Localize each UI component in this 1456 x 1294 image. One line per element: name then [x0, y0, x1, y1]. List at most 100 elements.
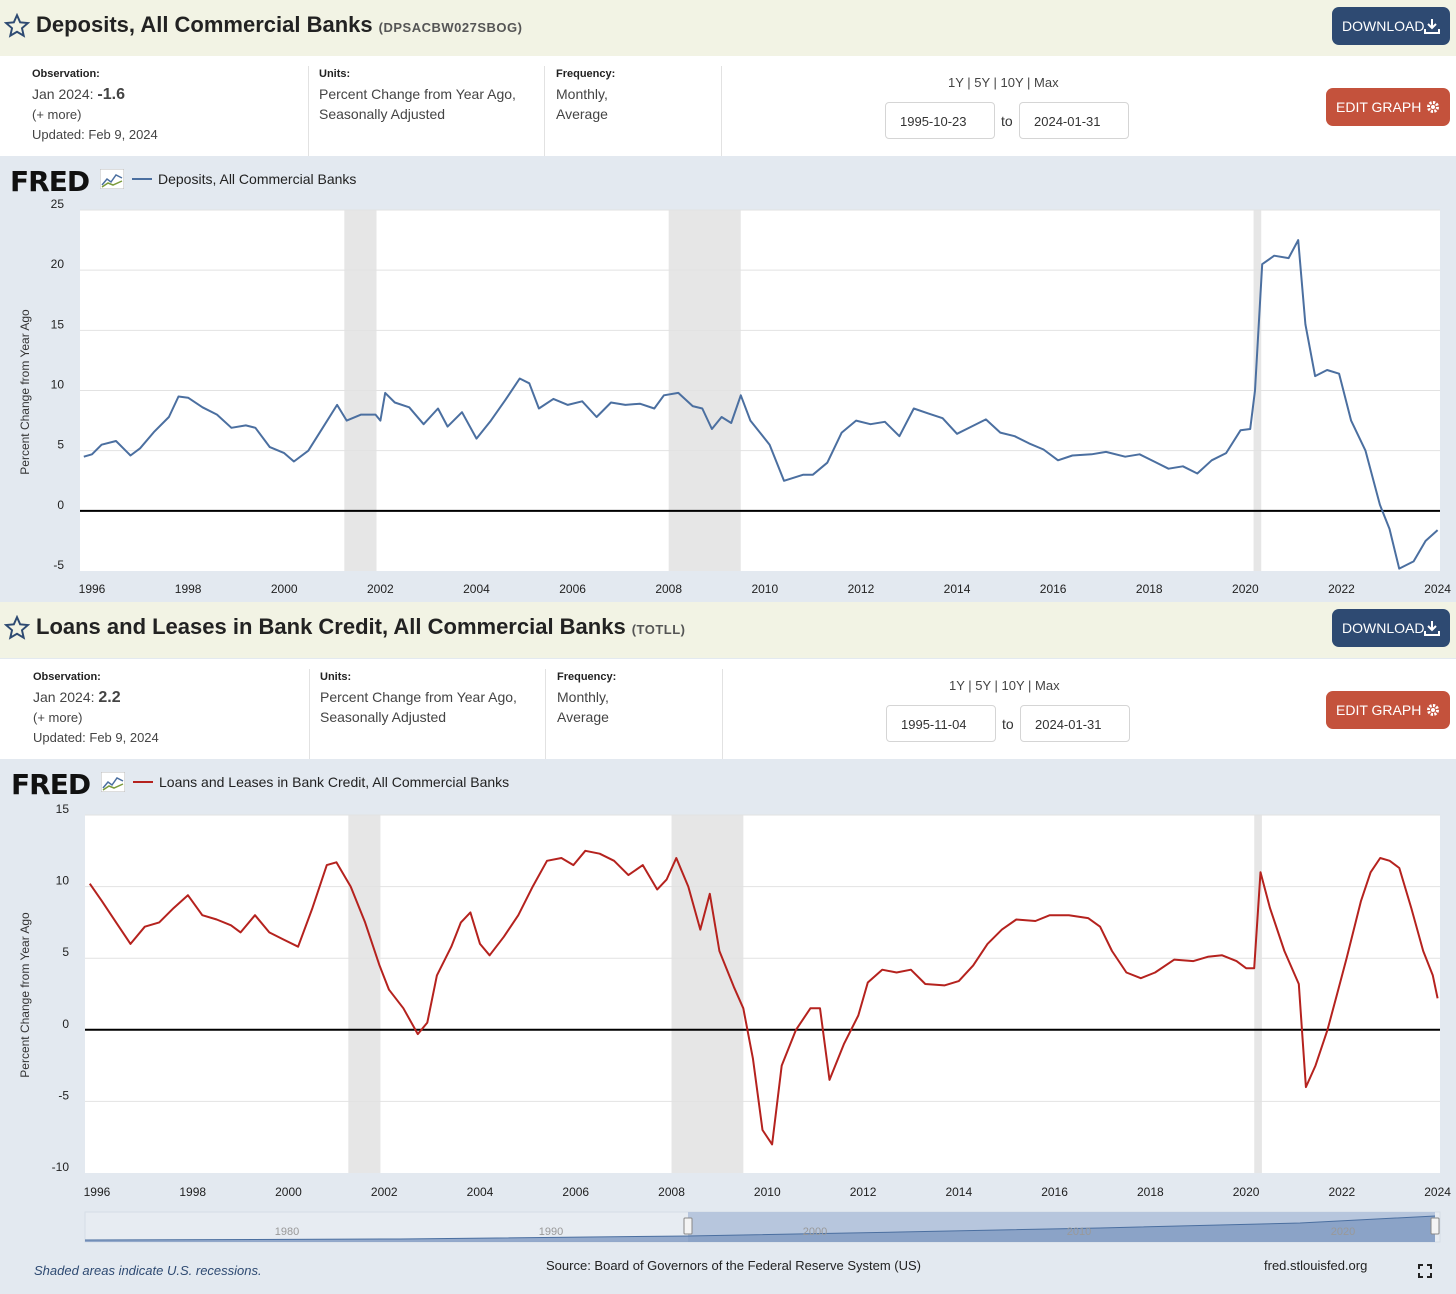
updated-text: Updated: Feb 9, 2024 [33, 730, 159, 745]
fullscreen-icon[interactable] [1418, 1264, 1432, 1278]
y-tick-label: 0 [57, 498, 64, 512]
navigator-tick-label: 2010 [1067, 1226, 1091, 1238]
navigator-area [85, 1216, 1435, 1242]
recession-band [1254, 815, 1262, 1173]
units-line1: Percent Change from Year Ago, [320, 689, 517, 705]
x-tick-label: 2024 [1424, 1185, 1451, 1199]
y-tick-label: 10 [56, 874, 70, 888]
y-tick-label: 5 [57, 438, 64, 452]
x-tick-label: 2002 [371, 1185, 398, 1199]
x-tick-label: 2014 [944, 582, 971, 596]
x-tick-label: 2018 [1136, 582, 1163, 596]
x-tick-label: 2020 [1232, 582, 1259, 596]
edit-graph-button[interactable]: EDIT GRAPH [1326, 691, 1450, 729]
y-tick-label: -10 [52, 1160, 70, 1174]
x-tick-label: 2022 [1328, 1185, 1355, 1199]
observation-block: Observation: Jan 2024: 2.2 (+ more) Upda… [33, 671, 159, 759]
download-icon [1424, 621, 1440, 636]
panel1-title: Deposits, All Commercial Banks (DPSACBW02… [36, 12, 523, 37]
series-line [83, 239, 1439, 570]
navigator-handle[interactable] [683, 1217, 693, 1235]
x-tick-label: 1998 [175, 582, 202, 596]
y-tick-label: 5 [62, 945, 69, 959]
x-tick-label: 2006 [562, 1185, 589, 1199]
recession-band [348, 815, 381, 1173]
x-tick-label: 2000 [271, 582, 298, 596]
recession-note: Shaded areas indicate U.S. recessions. [34, 1263, 262, 1278]
source-text: Source: Board of Governors of the Federa… [546, 1258, 921, 1273]
fred-logo: FRED [11, 768, 91, 801]
gear-icon [1427, 704, 1439, 716]
date-from-input[interactable]: 1995-10-23 [885, 102, 995, 139]
frequency-block: Frequency: Monthly, Average [556, 68, 615, 156]
panel1-titlebar: Deposits, All Commercial Banks (DPSACBW02… [0, 0, 1456, 56]
observation-value: -1.6 [97, 86, 125, 103]
observation-value: 2.2 [98, 689, 121, 706]
panel1-legend: FRED Deposits, All Commercial Banks [0, 157, 1456, 198]
star-icon[interactable] [4, 13, 30, 39]
range-navigator[interactable]: 1980 1990 2000 2010 2020 [0, 1210, 1456, 1244]
y-tick-label: 15 [56, 802, 70, 816]
recession-band [671, 815, 744, 1173]
x-tick-label: 2008 [658, 1185, 685, 1199]
deposits-chart: -5 0 5 10 15 20 25 1996 1998 2000 2002 2004 2006 2008… [18, 197, 1451, 596]
plot-area [85, 815, 1440, 1173]
y-tick-label: -5 [58, 1088, 69, 1102]
y-axis-label: Percent Change from Year Ago [18, 309, 32, 475]
units-line1: Percent Change from Year Ago, [319, 86, 516, 102]
navigator-tick-label: 1980 [275, 1226, 299, 1238]
panel2-legend: FRED Loans and Leases in Bank Credit, Al… [0, 760, 1456, 801]
y-tick-label: 20 [51, 257, 65, 271]
frequency-label: Frequency: [557, 671, 617, 683]
x-tick-label: 2018 [1137, 1185, 1164, 1199]
x-tick-label: 2016 [1041, 1185, 1068, 1199]
edit-graph-button[interactable]: EDIT GRAPH [1326, 88, 1450, 126]
series-line [88, 849, 1439, 1146]
observation-date: Jan 2024: [32, 86, 94, 102]
date-from-input[interactable]: 1995-11-04 [886, 705, 996, 742]
x-tick-label: 2010 [751, 582, 778, 596]
star-icon[interactable] [4, 615, 30, 641]
legend-label: Loans and Leases in Bank Credit, All Com… [159, 774, 510, 790]
more-link[interactable]: (+ more) [33, 710, 83, 725]
observation-date: Jan 2024: [33, 689, 95, 705]
legend-swatch [133, 781, 153, 783]
chart-logo-icon [101, 772, 125, 792]
date-to-input[interactable]: 2024-01-31 [1020, 705, 1130, 742]
date-to-input[interactable]: 2024-01-31 [1019, 102, 1129, 139]
x-tick-label: 2008 [655, 582, 682, 596]
panel2-infobar: Observation: Jan 2024: 2.2 (+ more) Upda… [0, 659, 1456, 759]
download-button[interactable]: DOWNLOAD [1332, 7, 1450, 45]
gear-icon [1427, 101, 1439, 113]
range-links[interactable]: 1Y | 5Y | 10Y | Max [949, 678, 1060, 693]
frequency-block: Frequency: Monthly, Average [557, 671, 616, 759]
x-tick-label: 2000 [275, 1185, 302, 1199]
legend-label: Deposits, All Commercial Banks [158, 171, 357, 187]
y-tick-label: 0 [62, 1017, 69, 1031]
panel1-infobar: Observation: Jan 2024: -1.6 (+ more) Upd… [0, 56, 1456, 156]
units-label: Units: [320, 671, 352, 683]
download-button[interactable]: DOWNLOAD [1332, 609, 1450, 647]
y-axis-label: Percent Change from Year Ago [18, 912, 32, 1078]
more-link[interactable]: (+ more) [32, 107, 82, 122]
x-tick-label: 2012 [850, 1185, 877, 1199]
navigator-tick-label: 1990 [539, 1226, 563, 1238]
panel2-titlebar: Loans and Leases in Bank Credit, All Com… [0, 602, 1456, 658]
x-tick-label: 2004 [467, 1185, 494, 1199]
series-code: (TOTLL) [631, 622, 686, 637]
navigator-tick-label: 2000 [803, 1226, 827, 1238]
navigator-handle[interactable] [1430, 1217, 1440, 1235]
units-line2: Seasonally Adjusted [319, 106, 446, 122]
loans-chart: -10 -5 0 5 10 15 1996 1998 2000 2002 2004 2006 2008 2… [18, 802, 1451, 1199]
frequency-line1: Monthly, [556, 86, 608, 102]
x-tick-label: 1996 [84, 1185, 111, 1199]
chart-logo-icon [100, 169, 124, 189]
range-links[interactable]: 1Y | 5Y | 10Y | Max [948, 75, 1059, 90]
fred-url[interactable]: fred.stlouisfed.org [1264, 1258, 1368, 1273]
fred-logo: FRED [10, 165, 90, 198]
x-tick-label: 2012 [848, 582, 875, 596]
frequency-line2: Average [557, 709, 609, 725]
series-code: (DPSACBW027SBOG) [378, 20, 523, 35]
x-tick-label: 2020 [1233, 1185, 1260, 1199]
units-label: Units: [319, 68, 351, 80]
